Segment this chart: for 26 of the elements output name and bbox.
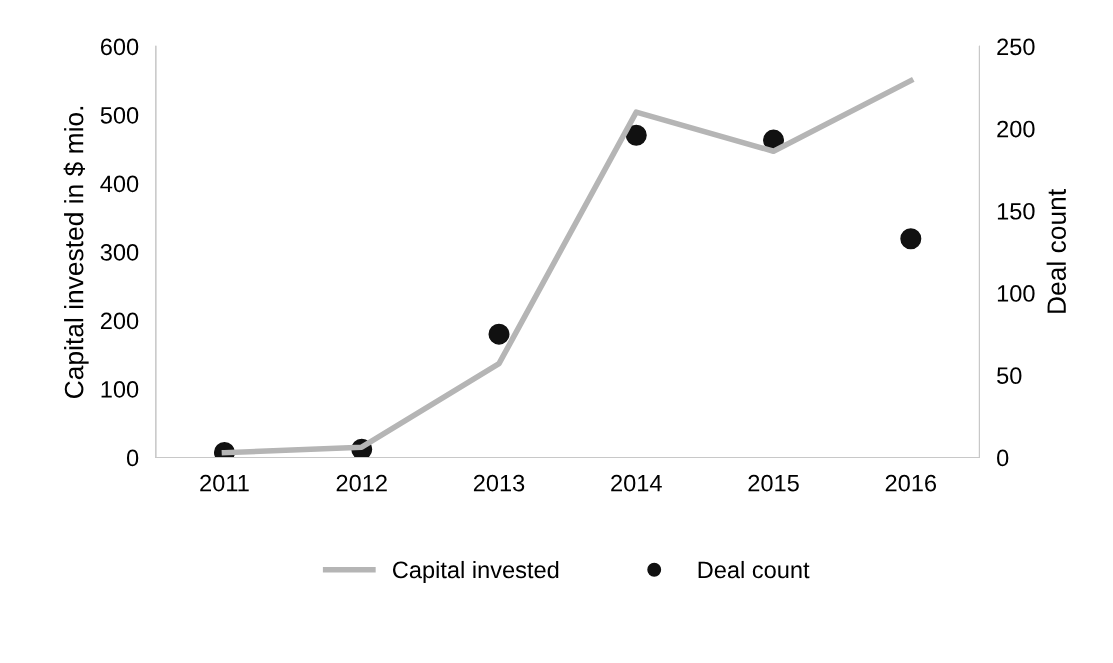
y2-tick-label: 100 [997, 285, 1035, 302]
y2-tick-label: 150 [997, 202, 1035, 220]
y-tick-label: 100 [101, 381, 139, 398]
y-axis-title: Capital invested in $ mio. [63, 106, 89, 398]
y-tick-label: 400 [100, 175, 139, 193]
y-tick-label: 200 [100, 312, 139, 330]
point [488, 323, 510, 345]
y2-axis-title: Deal count [1046, 189, 1066, 313]
y2-tick-label: 0 [997, 449, 1009, 467]
y-tick-label: 300 [100, 244, 139, 261]
point [900, 228, 922, 250]
y2-tick-label: 50 [997, 367, 1022, 385]
point [625, 124, 647, 146]
x-tick-label: 2012 [336, 474, 387, 492]
y-tick-label: 0 [126, 449, 139, 467]
x-tick-label: 2016 [885, 474, 937, 492]
legend-label: Deal count [698, 560, 810, 579]
x-tick-label: 2013 [473, 474, 525, 492]
legend-label: Capital invested [392, 560, 559, 583]
x-tick-label: 2014 [611, 474, 662, 492]
y-tick-label: 500 [100, 106, 139, 124]
x-tick-label: 2015 [748, 474, 799, 492]
y2-tick-label: 250 [997, 38, 1035, 56]
x-tick-label: 2011 [200, 474, 249, 492]
y-tick-label: 600 [100, 38, 139, 56]
y2-tick-label: 200 [997, 120, 1035, 138]
